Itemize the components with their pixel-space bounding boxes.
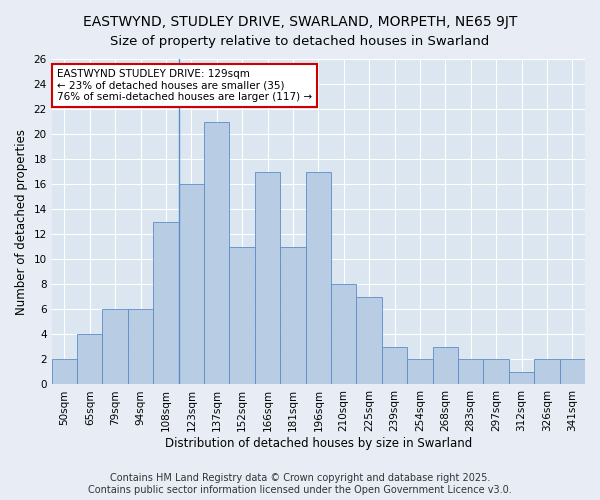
Text: Contains HM Land Registry data © Crown copyright and database right 2025.
Contai: Contains HM Land Registry data © Crown c…	[88, 474, 512, 495]
Bar	[382, 347, 407, 385]
Bar	[433, 347, 458, 385]
Text: EASTWYND STUDLEY DRIVE: 129sqm
← 23% of detached houses are smaller (35)
76% of : EASTWYND STUDLEY DRIVE: 129sqm ← 23% of …	[57, 69, 312, 102]
Text: EASTWYND, STUDLEY DRIVE, SWARLAND, MORPETH, NE65 9JT: EASTWYND, STUDLEY DRIVE, SWARLAND, MORPE…	[83, 15, 517, 29]
Bar	[52, 360, 77, 384]
Bar	[356, 297, 382, 384]
Y-axis label: Number of detached properties: Number of detached properties	[15, 128, 28, 314]
Bar	[204, 122, 229, 384]
Bar	[179, 184, 204, 384]
Bar	[305, 172, 331, 384]
Text: Size of property relative to detached houses in Swarland: Size of property relative to detached ho…	[110, 35, 490, 48]
Bar	[484, 360, 509, 384]
Bar	[229, 247, 255, 384]
Bar	[331, 284, 356, 384]
Bar	[509, 372, 534, 384]
Bar	[560, 360, 585, 384]
Bar	[153, 222, 179, 384]
Bar	[77, 334, 103, 384]
Bar	[128, 310, 153, 384]
Bar	[534, 360, 560, 384]
Bar	[255, 172, 280, 384]
Bar	[280, 247, 305, 384]
Bar	[103, 310, 128, 384]
Bar	[458, 360, 484, 384]
X-axis label: Distribution of detached houses by size in Swarland: Distribution of detached houses by size …	[165, 437, 472, 450]
Bar	[407, 360, 433, 384]
